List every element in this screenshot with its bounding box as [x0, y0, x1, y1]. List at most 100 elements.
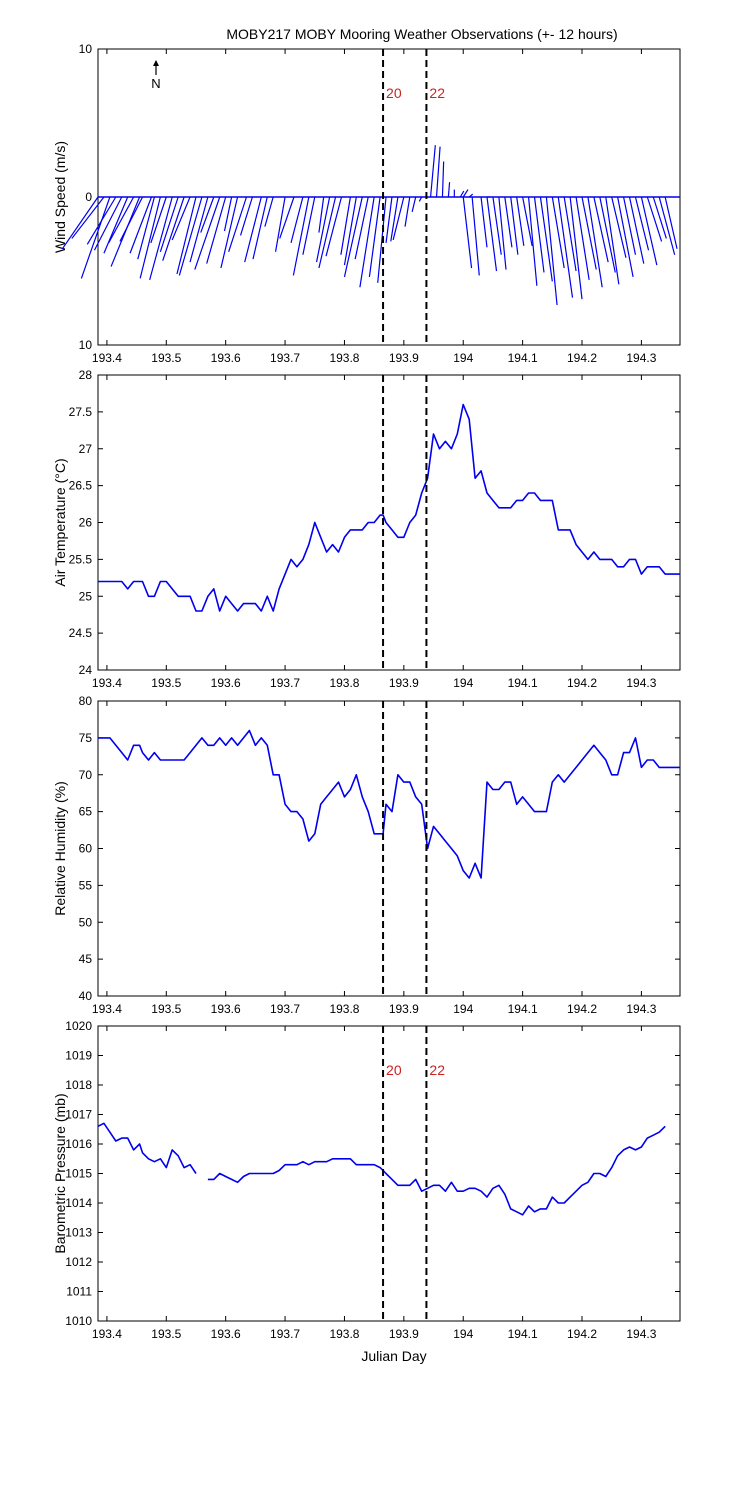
wind-barb: [522, 196, 533, 246]
wind-barb: [274, 196, 286, 252]
x-tick-label: 194.2: [567, 676, 597, 690]
figure-title: MOBY217 MOBY Mooring Weather Observation…: [226, 26, 617, 42]
wind-barb: [634, 196, 650, 251]
x-tick-label: 193.6: [211, 351, 241, 365]
x-tick-label: 194.1: [508, 351, 538, 365]
wind-barb: [292, 196, 310, 276]
panels: 193.4 193.5 193.6 193.7 193.8 193.9 194 194.1 19…: [52, 42, 681, 1341]
wind-barb: [539, 196, 553, 282]
event-label: 22: [429, 85, 445, 101]
x-tick-label: 194.3: [626, 351, 656, 365]
wind-barb: [468, 193, 474, 198]
wind-barb: [354, 196, 369, 260]
x-tick-label: 194: [453, 1327, 473, 1341]
wind-barb: [149, 196, 173, 281]
x-tick-label: 194: [453, 1002, 473, 1016]
wind-barb: [593, 196, 609, 263]
wind-barb: [302, 196, 316, 255]
y-tick-label: 40: [79, 989, 93, 1003]
y-tick-label: 1019: [65, 1049, 92, 1063]
wind-barb: [178, 196, 203, 276]
wind-barb: [368, 196, 381, 277]
wind-barb: [108, 196, 135, 244]
y-tick-label: 1015: [65, 1167, 92, 1181]
wind-barb: [343, 196, 357, 266]
wind-barb: [194, 196, 221, 270]
wind-barb: [605, 196, 620, 285]
wind-barb: [318, 196, 337, 269]
y-tick-label: 26: [79, 516, 93, 530]
data-line: [98, 729, 680, 879]
wind-barb: [569, 196, 583, 300]
wind-barb: [429, 145, 436, 198]
wind-barb: [599, 196, 616, 273]
x-tick-label: 193.8: [329, 1002, 359, 1016]
wind-barb: [359, 196, 375, 288]
wind-barb: [527, 196, 538, 286]
y-tick-label: 25.5: [69, 552, 93, 566]
wind-barb: [206, 196, 227, 264]
x-tick-label: 193.9: [389, 1002, 419, 1016]
wind-barb: [228, 196, 248, 252]
wind-barb: [343, 196, 363, 278]
x-tick-label: 193.5: [151, 1327, 181, 1341]
y-axis-label: Relative Humidity (%): [52, 781, 68, 916]
x-tick-label: 193.7: [270, 1327, 300, 1341]
y-tick-label: 80: [79, 694, 93, 708]
x-tick-label: 193.8: [329, 351, 359, 365]
x-tick-label: 193.4: [92, 676, 122, 690]
wind-barb: [129, 196, 153, 254]
data-line: [207, 1125, 666, 1216]
wind-barb: [498, 196, 507, 270]
wind-barb: [411, 196, 417, 212]
y-axis-label: Air Temperature (°C): [52, 458, 68, 586]
x-tick-label: 194: [453, 351, 473, 365]
y-tick-label: 75: [79, 731, 93, 745]
event-label: 20: [386, 1062, 402, 1078]
y-tick-label: 65: [79, 805, 93, 819]
x-tick-label: 194.1: [508, 1327, 538, 1341]
x-tick-label: 193.6: [211, 1327, 241, 1341]
x-tick-label: 194.3: [626, 676, 656, 690]
x-tick-label: 194.2: [567, 1327, 597, 1341]
wind-barb: [545, 196, 558, 306]
x-tick-label: 193.8: [329, 1327, 359, 1341]
panel-2: 193.4 193.5 193.6 193.7 193.8 193.9 194 194.1 19…: [52, 368, 681, 690]
x-tick-label: 194.3: [626, 1327, 656, 1341]
y-tick-label: 1013: [65, 1226, 92, 1240]
y-tick-label: 60: [79, 842, 93, 856]
y-tick-label: 24.5: [69, 626, 93, 640]
wind-barb: [315, 196, 331, 263]
wind-barb: [264, 196, 274, 227]
wind-barb: [290, 196, 304, 244]
y-axis-label: Barometric Pressure (mb): [52, 1093, 68, 1253]
y-tick-label: 1016: [65, 1137, 92, 1151]
plot-frame: [97, 700, 681, 997]
y-axis-label: Wind Speed (m/s): [52, 141, 68, 253]
wind-barb: [176, 196, 197, 275]
wind-barb: [471, 196, 480, 276]
event-label: 20: [386, 85, 402, 101]
wind-barb: [447, 182, 451, 198]
wind-barb: [137, 196, 155, 260]
x-tick-label: 194.2: [567, 1002, 597, 1016]
y-tick-label: 27: [79, 442, 93, 456]
x-tick-label: 193.9: [389, 1327, 419, 1341]
x-tick-label: 193.6: [211, 676, 241, 690]
x-tick-label: 193.4: [92, 351, 122, 365]
wind-barb: [504, 196, 513, 248]
wind-barb: [435, 146, 441, 198]
x-tick-label: 193.4: [92, 1002, 122, 1016]
y-tick-label: 10: [79, 42, 93, 56]
wind-barb: [510, 196, 519, 255]
wind-barb: [622, 196, 637, 255]
wind-barb: [658, 196, 676, 255]
wind-barb: [551, 196, 565, 269]
wind-barb: [557, 196, 574, 298]
wind-barb: [486, 196, 498, 272]
y-tick-label: 50: [79, 915, 93, 929]
x-tick-label: 194.3: [626, 1002, 656, 1016]
y-tick-label: 1017: [65, 1108, 92, 1122]
wind-barb: [318, 196, 325, 233]
wind-barb: [279, 196, 295, 239]
